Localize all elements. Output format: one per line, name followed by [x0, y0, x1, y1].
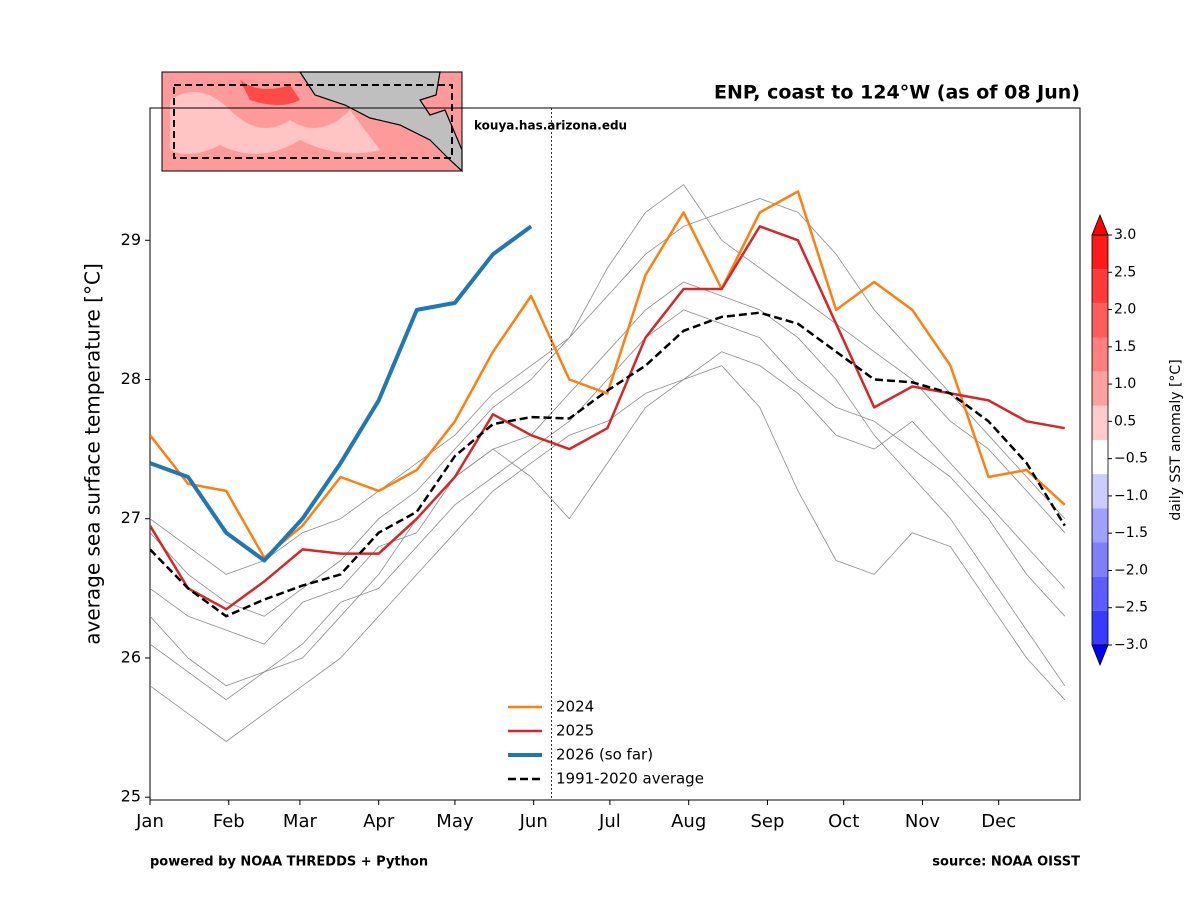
colorbar-tick-label: 2.0: [1114, 302, 1136, 318]
background-year-line: [150, 309, 1066, 701]
x-tick-label: Jan: [135, 811, 164, 832]
y-axis-label: average sea surface temperature [°C]: [81, 263, 105, 644]
colorbar-swatch: [1092, 576, 1108, 611]
colorbar-tick-label: −1.5: [1114, 525, 1148, 541]
y-tick-label: 25: [121, 787, 141, 806]
background-year-line: [150, 184, 1066, 617]
colorbar-tick-label: 3.0: [1114, 227, 1136, 243]
legend-label: 1991-2020 average: [556, 770, 704, 788]
y-tick-label: 29: [121, 230, 141, 249]
colorbar-over: [1091, 213, 1109, 236]
colorbar-swatch: [1092, 269, 1108, 304]
colorbar-tick-label: −2.5: [1114, 600, 1148, 616]
background-year-line: [150, 198, 1066, 575]
x-tick-label: Jul: [598, 811, 621, 832]
colorbar-swatch: [1092, 508, 1108, 543]
y-tick-label: 28: [121, 369, 141, 388]
series-line: [150, 225, 1066, 611]
legend-label: 2025: [556, 722, 594, 740]
footer-right: source: NOAA OISST: [932, 855, 1080, 870]
y-tick-label: 26: [121, 647, 141, 666]
background-year-line: [150, 351, 1066, 645]
site-label: kouya.has.arizona.edu: [474, 119, 627, 133]
background-year-line: [150, 365, 1066, 742]
colorbar-swatch: [1092, 610, 1108, 645]
legend-label: 2024: [556, 698, 594, 716]
x-tick-label: Feb: [213, 811, 245, 832]
inset-map: [161, 71, 463, 173]
colorbar-tick-label: −2.0: [1114, 562, 1148, 578]
chart-title: ENP, coast to 124°W (as of 08 Jun): [714, 82, 1080, 104]
colorbar-tick-label: −3.0: [1114, 637, 1148, 653]
x-tick-label: Sep: [750, 811, 784, 832]
x-tick-label: Oct: [828, 811, 859, 832]
colorbar-swatch: [1092, 235, 1108, 270]
colorbar-tick-label: −0.5: [1114, 451, 1148, 467]
colorbar-tick-label: −1.0: [1114, 488, 1148, 504]
series-line: [150, 224, 533, 563]
colorbar-swatch: [1092, 371, 1108, 406]
x-tick-label: Nov: [905, 811, 940, 832]
x-tick-label: May: [436, 811, 474, 832]
colorbar-tick-label: 1.0: [1114, 376, 1136, 392]
colorbar-swatch: [1092, 542, 1108, 577]
colorbar-label: daily SST anomaly [°C]: [1168, 359, 1184, 520]
colorbar-swatch: [1092, 405, 1108, 440]
colorbar-swatch: [1092, 337, 1108, 372]
legend-label: 2026 (so far): [556, 746, 653, 764]
x-tick-label: Jun: [519, 811, 548, 832]
x-tick-label: Mar: [283, 811, 318, 832]
colorbar-frame: [1091, 234, 1109, 646]
colorbar-swatch: [1092, 303, 1108, 338]
series-line: [150, 190, 1066, 559]
series-line: [150, 311, 1066, 618]
y-tick-label: 27: [121, 508, 141, 527]
plot-frame: [149, 107, 1081, 801]
x-tick-label: Apr: [363, 811, 395, 832]
x-tick-label: Dec: [981, 811, 1016, 832]
background-year-line: [150, 281, 1066, 687]
footer-left: powered by NOAA THREDDS + Python: [150, 855, 428, 870]
colorbar-under: [1091, 644, 1109, 667]
colorbar-tick-label: 0.5: [1114, 413, 1136, 429]
colorbar-swatch: [1092, 474, 1108, 509]
x-tick-label: Aug: [671, 811, 706, 832]
colorbar-tick-label: 1.5: [1114, 339, 1136, 355]
colorbar-swatch: [1092, 440, 1108, 475]
plot-area: [150, 184, 1066, 742]
colorbar-tick-label: 2.5: [1114, 264, 1136, 280]
